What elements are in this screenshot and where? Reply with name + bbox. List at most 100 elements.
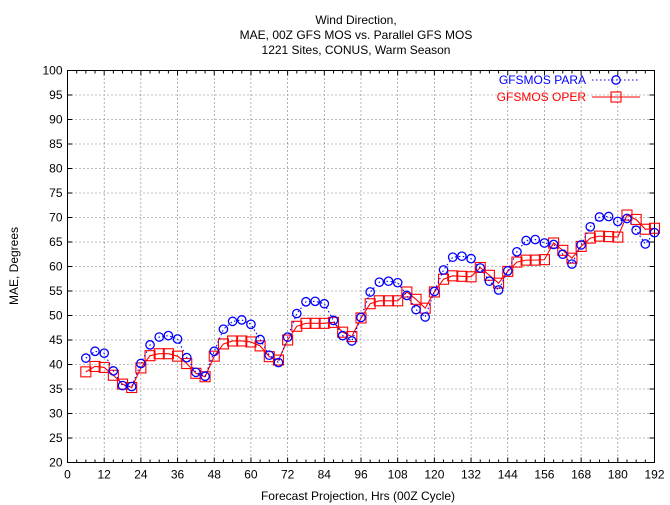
data-point-gfsmos-para — [576, 240, 586, 250]
data-point-gfsmos-para — [90, 346, 100, 357]
data-point-gfsmos-para — [411, 304, 421, 315]
data-point-gfsmos-para — [154, 332, 165, 342]
data-point-gfsmos-oper — [538, 254, 550, 266]
data-point-gfsmos-oper — [337, 326, 349, 338]
data-point-gfsmos-para — [80, 353, 91, 363]
data-point-gfsmos-para — [420, 312, 431, 322]
data-point-gfsmos-oper — [217, 338, 229, 350]
data-point-gfsmos-para — [649, 227, 660, 238]
data-point-gfsmos-para — [337, 330, 348, 341]
x-tick-label: 72 — [281, 468, 295, 482]
y-tick-label: 25 — [49, 431, 63, 445]
data-point-gfsmos-oper — [327, 316, 340, 328]
x-tick-label: 192 — [644, 468, 664, 482]
data-point-gfsmos-oper — [566, 252, 578, 264]
data-point-gfsmos-oper — [227, 335, 239, 347]
data-point-gfsmos-para — [200, 371, 210, 382]
chart-title-line-3: 1221 Sites, CONUS, Warm Season — [262, 43, 451, 57]
data-point-gfsmos-para — [136, 358, 146, 369]
data-point-gfsmos-para — [310, 296, 320, 307]
series-layer — [80, 209, 661, 394]
data-point-gfsmos-para — [246, 319, 256, 330]
x-tick-label: 144 — [498, 468, 518, 482]
y-tick-label: 75 — [49, 186, 63, 200]
data-point-gfsmos-para — [126, 381, 137, 392]
y-tick-label: 90 — [49, 113, 63, 127]
data-point-gfsmos-para — [392, 277, 403, 288]
x-tick-label: 60 — [244, 468, 258, 482]
x-tick-label: 0 — [64, 468, 71, 482]
data-point-gfsmos-para — [236, 315, 247, 325]
series-line-gfsmos-oper — [85, 214, 655, 389]
x-tick-label: 48 — [208, 468, 222, 482]
data-point-gfsmos-para — [521, 235, 531, 246]
data-point-gfsmos-oper — [282, 334, 294, 346]
x-tick-label: 96 — [354, 468, 368, 482]
x-tick-label: 120 — [424, 468, 444, 482]
data-point-gfsmos-para — [447, 252, 458, 263]
data-point-gfsmos-oper — [89, 360, 101, 373]
y-tick-label: 95 — [49, 88, 63, 102]
y-tick-label: 20 — [49, 456, 63, 470]
data-point-gfsmos-oper — [575, 240, 587, 252]
x-tick-label: 156 — [534, 468, 554, 482]
data-point-gfsmos-para — [319, 298, 330, 309]
x-tick-label: 12 — [98, 468, 112, 482]
y-tick-label: 50 — [49, 309, 63, 323]
data-point-gfsmos-para — [264, 350, 275, 361]
data-point-gfsmos-para — [328, 315, 339, 326]
legend-sample-gfsmos-oper — [592, 91, 640, 103]
data-point-gfsmos-para — [429, 286, 440, 297]
x-axis-label: Forecast Projection, Hrs (00Z Cycle) — [261, 489, 455, 503]
data-point-gfsmos-oper — [318, 317, 330, 329]
legend-marker-sample — [611, 75, 621, 85]
x-tick-label: 132 — [461, 468, 481, 482]
data-point-gfsmos-oper — [98, 361, 110, 373]
data-point-gfsmos-oper — [557, 244, 569, 256]
data-point-gfsmos-oper — [382, 295, 395, 307]
data-point-gfsmos-para — [438, 265, 449, 275]
data-point-gfsmos-para — [191, 367, 201, 378]
data-point-gfsmos-para — [209, 346, 220, 357]
data-point-gfsmos-para — [640, 239, 651, 249]
data-point-gfsmos-oper — [584, 232, 596, 244]
grid-layer — [67, 70, 655, 463]
data-point-gfsmos-para — [631, 225, 642, 236]
series-gfsmos-para — [80, 211, 660, 392]
y-tick-label: 30 — [49, 407, 63, 421]
data-point-gfsmos-oper — [456, 270, 468, 282]
x-tick-label: 36 — [171, 468, 185, 482]
data-point-gfsmos-para — [475, 263, 486, 273]
data-point-gfsmos-oper — [254, 340, 266, 352]
data-point-gfsmos-para — [493, 285, 504, 295]
x-tick-label: 168 — [571, 468, 591, 482]
series-line-gfsmos-para — [85, 215, 655, 388]
legend-sample-gfsmos-para — [592, 75, 640, 85]
chart-title-line-1: Wind Direction, — [315, 13, 396, 27]
data-point-gfsmos-oper — [529, 254, 541, 266]
y-tick-label: 35 — [49, 382, 63, 396]
data-point-gfsmos-para — [402, 290, 412, 301]
legend-label-gfsmos-para: GFSMOS PARA — [499, 73, 586, 87]
data-point-gfsmos-para — [457, 251, 467, 262]
y-tick-label: 40 — [49, 358, 63, 372]
data-point-gfsmos-para — [255, 334, 265, 345]
data-point-gfsmos-para — [548, 239, 559, 250]
data-point-gfsmos-para — [172, 334, 183, 344]
data-point-gfsmos-para — [557, 249, 568, 260]
legend-label-gfsmos-oper: GFSMOS OPER — [497, 90, 587, 104]
data-point-gfsmos-para — [530, 234, 541, 245]
y-tick-label: 45 — [49, 333, 63, 347]
series-gfsmos-oper — [80, 209, 661, 394]
data-point-gfsmos-oper — [364, 298, 376, 310]
data-point-gfsmos-para — [181, 352, 192, 363]
data-point-gfsmos-oper — [373, 295, 385, 307]
data-point-gfsmos-para — [466, 253, 476, 264]
y-tick-label: 100 — [42, 64, 62, 78]
legend: GFSMOS PARA GFSMOS OPER — [497, 73, 640, 104]
data-point-gfsmos-para — [383, 276, 394, 287]
data-point-gfsmos-oper — [263, 351, 275, 363]
data-point-gfsmos-para — [218, 324, 229, 335]
